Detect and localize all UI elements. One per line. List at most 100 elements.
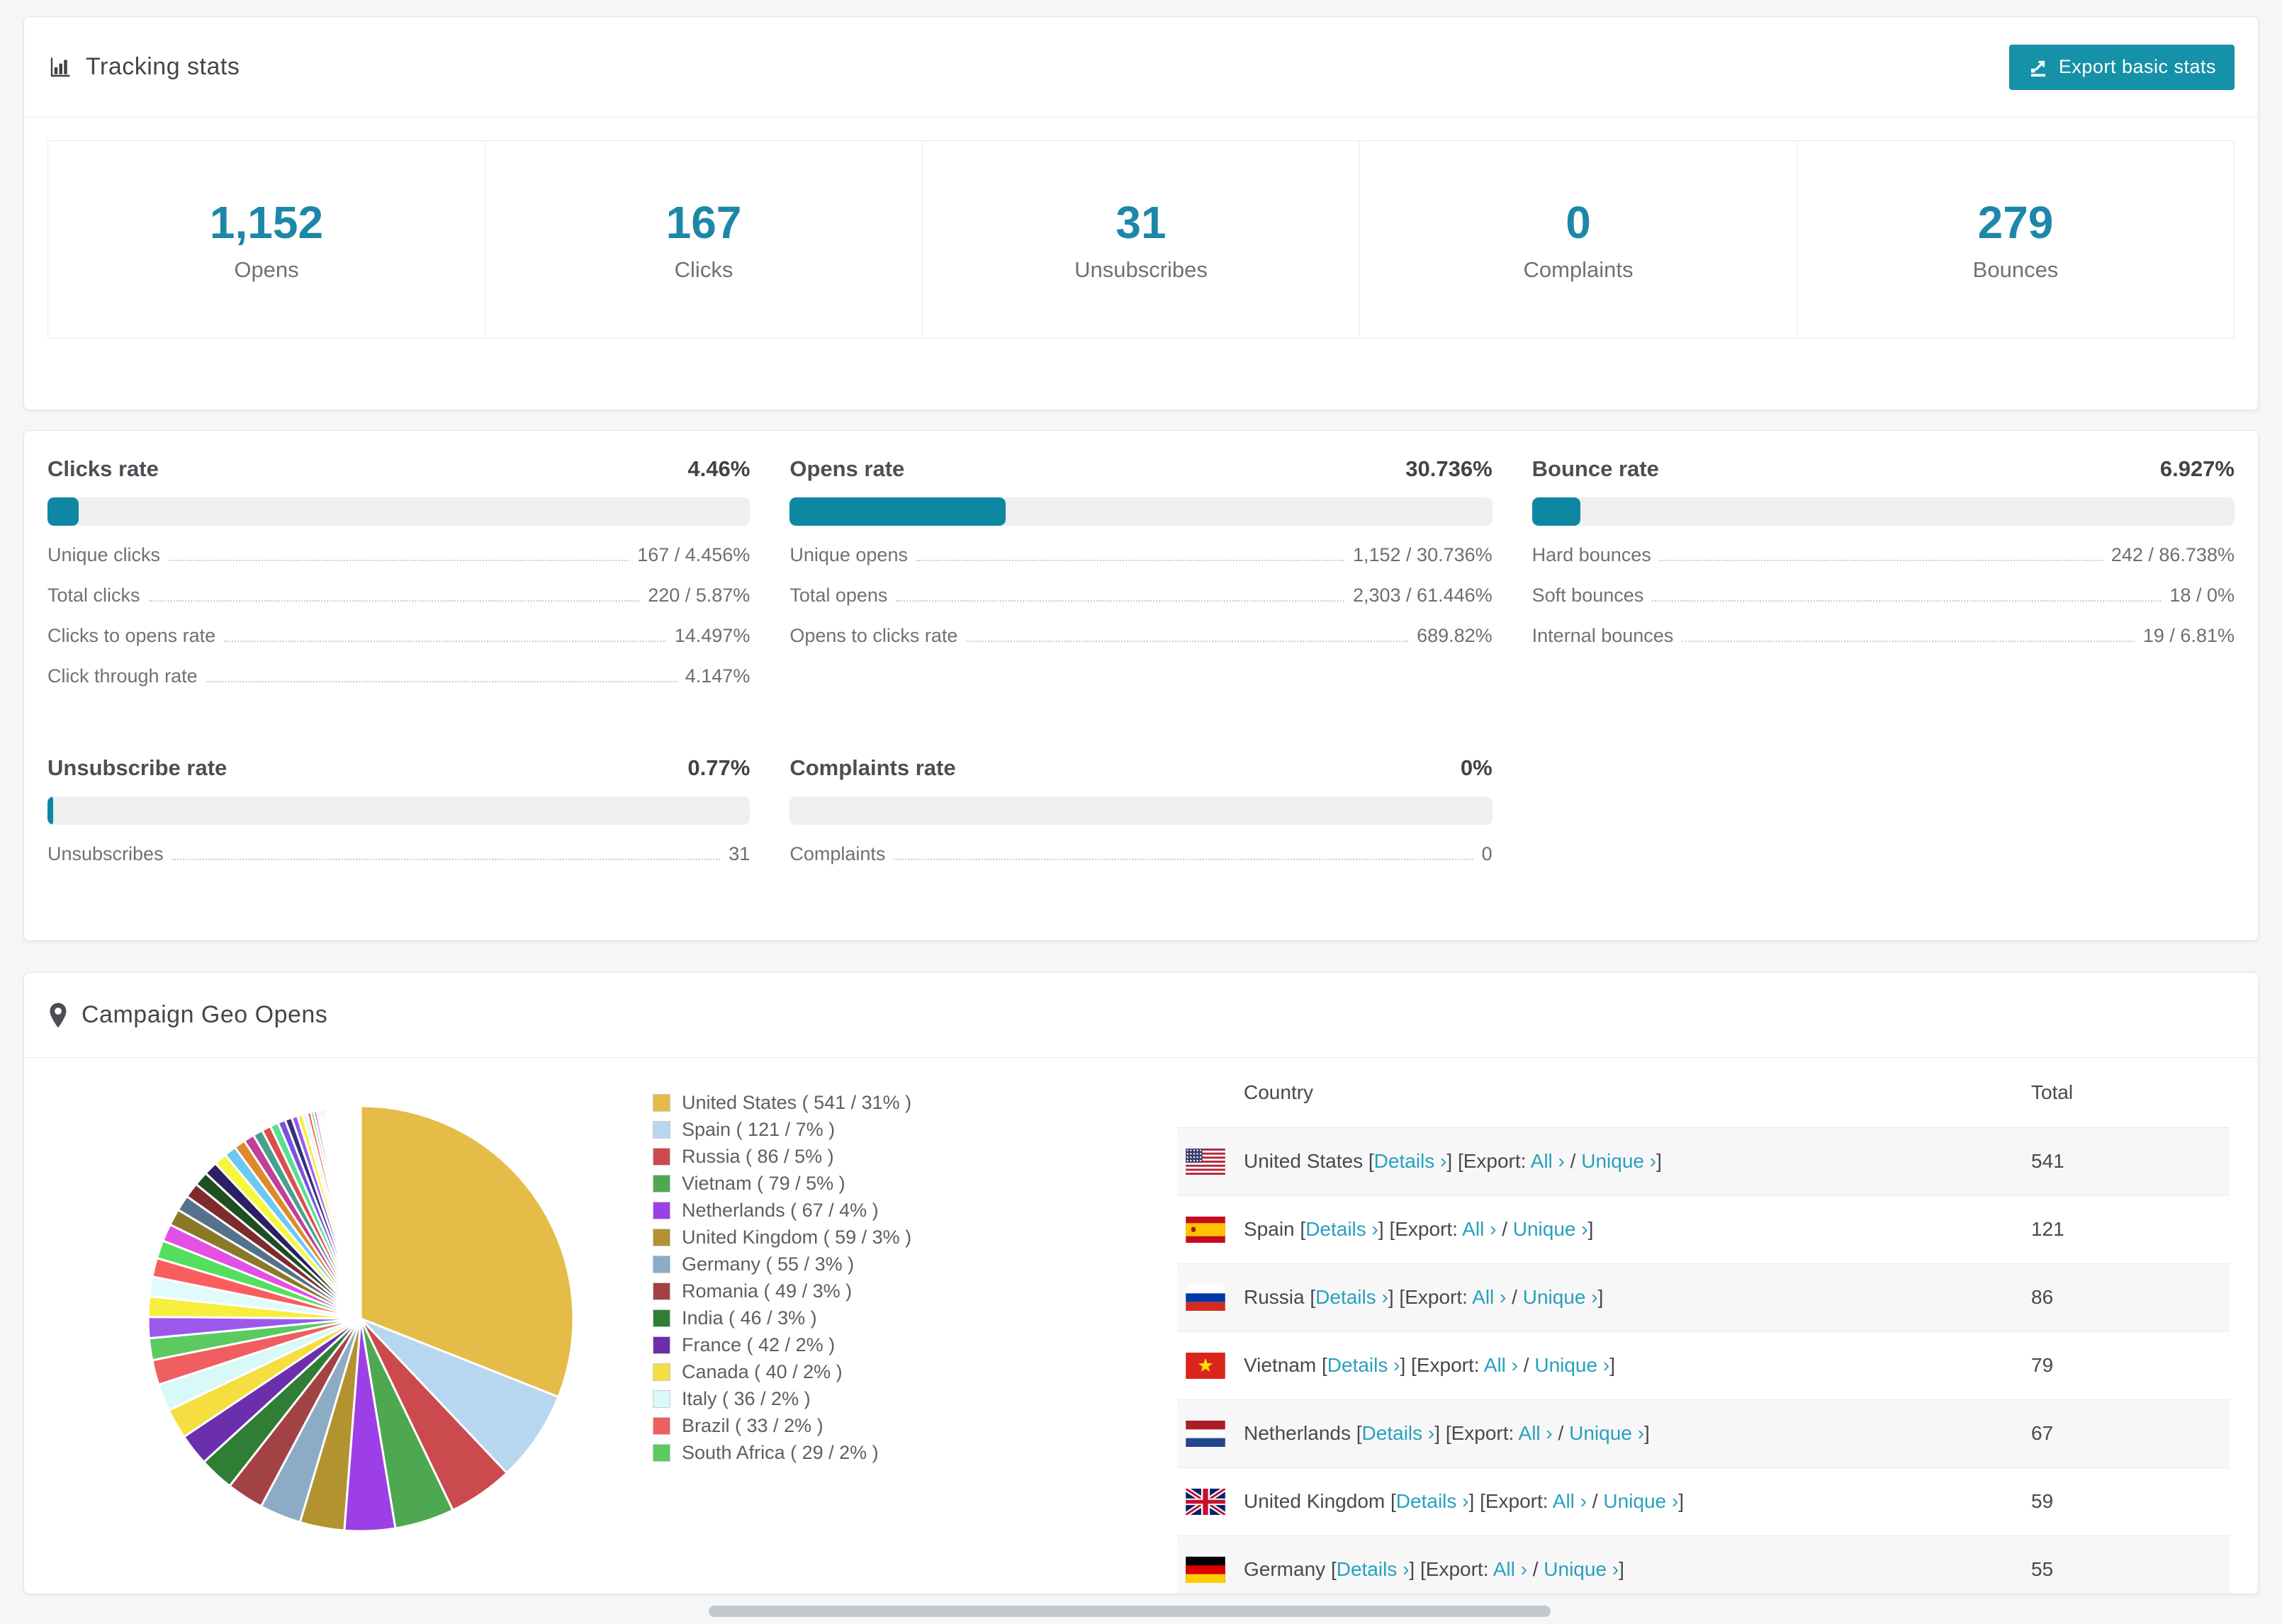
export-unique-link[interactable]: Unique › bbox=[1581, 1150, 1657, 1172]
details-link[interactable]: Details › bbox=[1395, 1490, 1469, 1512]
export-unique-link[interactable]: Unique › bbox=[1603, 1490, 1679, 1512]
rate-section: Bounce rate 6.927% Hard bounces 242 / 86… bbox=[1531, 456, 2235, 706]
stat-label: Bounces bbox=[1972, 257, 2059, 282]
rate-row-label: Total clicks bbox=[47, 585, 140, 606]
export-unique-link[interactable]: Unique › bbox=[1569, 1422, 1644, 1444]
rate-title: Clicks rate bbox=[47, 456, 159, 481]
total-column-header: Total bbox=[2031, 1058, 2230, 1128]
stat-box: 279 Bounces bbox=[1797, 140, 2235, 339]
rate-title: Unsubscribe rate bbox=[47, 755, 227, 780]
legend-item: Romania ( 49 / 3% ) bbox=[653, 1278, 911, 1304]
export-all-link[interactable]: All › bbox=[1493, 1558, 1527, 1581]
dotted-leader bbox=[169, 560, 629, 561]
pie-slice[interactable] bbox=[359, 1317, 560, 1474]
table-row: United Kingdom [Details ›] [Export: All … bbox=[1177, 1467, 2230, 1535]
rate-detail-row: Total opens 2,303 / 61.446% bbox=[789, 585, 1492, 625]
rate-progress-fill bbox=[789, 497, 1006, 526]
details-link[interactable]: Details › bbox=[1315, 1286, 1388, 1308]
export-all-link[interactable]: All › bbox=[1552, 1490, 1587, 1512]
rate-row-label: Click through rate bbox=[47, 665, 198, 687]
rate-detail-row: Unsubscribes 31 bbox=[47, 843, 750, 884]
dotted-leader bbox=[896, 600, 1344, 602]
stat-value: 167 bbox=[665, 197, 742, 248]
country-name: United States bbox=[1244, 1150, 1364, 1172]
rate-row-value: 0 bbox=[1481, 843, 1493, 864]
rate-detail-row: Clicks to opens rate 14.497% bbox=[47, 625, 750, 665]
legend-swatch bbox=[653, 1282, 670, 1300]
rate-section: Clicks rate 4.46% Unique clicks 167 / 4.… bbox=[47, 456, 751, 706]
country-name: Spain bbox=[1244, 1218, 1295, 1240]
export-all-link[interactable]: All › bbox=[1518, 1422, 1553, 1444]
legend-swatch bbox=[653, 1174, 670, 1192]
rate-progress-bar bbox=[789, 796, 1493, 825]
rate-detail-row: Unique clicks 167 / 4.456% bbox=[47, 544, 750, 585]
details-link[interactable]: Details › bbox=[1361, 1422, 1435, 1444]
legend-swatch bbox=[653, 1120, 670, 1139]
dotted-leader bbox=[206, 681, 677, 682]
details-link[interactable]: Details › bbox=[1373, 1150, 1447, 1172]
rate-row-label: Clicks to opens rate bbox=[47, 625, 216, 646]
export-basic-stats-button[interactable]: Export basic stats bbox=[2008, 44, 2235, 90]
rate-row-label: Hard bounces bbox=[1531, 544, 1651, 565]
rate-row-value: 220 / 5.87% bbox=[648, 585, 751, 606]
rate-value: 0% bbox=[1460, 755, 1493, 780]
legend-item: France ( 42 / 2% ) bbox=[653, 1331, 911, 1358]
details-link[interactable]: Details › bbox=[1305, 1218, 1378, 1240]
table-row: United States [Details ›] [Export: All ›… bbox=[1177, 1127, 2230, 1195]
export-unique-link[interactable]: Unique › bbox=[1534, 1354, 1610, 1376]
table-row: Russia [Details ›] [Export: All › / Uniq… bbox=[1177, 1263, 2230, 1331]
legend-swatch bbox=[653, 1147, 670, 1166]
rate-row-value: 18 / 0% bbox=[2169, 585, 2235, 606]
export-button-label: Export basic stats bbox=[2058, 56, 2216, 77]
export-all-link[interactable]: All › bbox=[1483, 1354, 1518, 1376]
horizontal-scrollbar-thumb[interactable] bbox=[709, 1606, 1551, 1617]
legend-item: Vietnam ( 79 / 5% ) bbox=[653, 1170, 911, 1197]
country-flag bbox=[1186, 1556, 1225, 1583]
country-name: Vietnam bbox=[1244, 1354, 1317, 1376]
stat-value: 279 bbox=[1977, 197, 2054, 248]
details-link[interactable]: Details › bbox=[1336, 1558, 1410, 1581]
legend-item: Russia ( 86 / 5% ) bbox=[653, 1143, 911, 1170]
export-all-link[interactable]: All › bbox=[1462, 1218, 1497, 1240]
export-all-link[interactable]: All › bbox=[1472, 1286, 1507, 1308]
legend-label: Netherlands ( 67 / 4% ) bbox=[682, 1199, 879, 1221]
legend-label: Canada ( 40 / 2% ) bbox=[682, 1360, 843, 1382]
details-link[interactable]: Details › bbox=[1327, 1354, 1400, 1376]
dotted-leader bbox=[966, 641, 1409, 642]
rate-row-value: 1,152 / 30.736% bbox=[1352, 544, 1493, 565]
dotted-leader bbox=[172, 859, 721, 860]
rate-row-label: Unique opens bbox=[789, 544, 908, 565]
pie-slice[interactable] bbox=[359, 1105, 575, 1398]
rate-progress-bar bbox=[47, 497, 751, 526]
export-unique-link[interactable]: Unique › bbox=[1522, 1286, 1598, 1308]
rate-row-value: 31 bbox=[729, 843, 751, 864]
dotted-leader bbox=[1682, 641, 2135, 642]
rate-progress-fill bbox=[47, 497, 79, 526]
legend-label: Italy ( 36 / 2% ) bbox=[682, 1387, 811, 1409]
stat-box: 31 Unsubscribes bbox=[922, 140, 1360, 339]
legend-swatch bbox=[653, 1228, 670, 1246]
geo-opens-card: Campaign Geo Opens United States ( 541 /… bbox=[23, 972, 2259, 1594]
dotted-leader bbox=[894, 859, 1473, 860]
table-header-row: Country Total bbox=[1177, 1058, 2230, 1128]
legend-label: United States ( 541 / 31% ) bbox=[682, 1091, 912, 1113]
stat-label: Clicks bbox=[674, 257, 734, 282]
stat-value: 31 bbox=[1115, 197, 1167, 248]
legend-label: Romania ( 49 / 3% ) bbox=[682, 1280, 853, 1302]
export-unique-link[interactable]: Unique › bbox=[1512, 1218, 1588, 1240]
legend-item: South Africa ( 29 / 2% ) bbox=[653, 1439, 911, 1466]
rate-row-label: Unsubscribes bbox=[47, 843, 164, 864]
export-all-link[interactable]: All › bbox=[1530, 1150, 1565, 1172]
rate-detail-row: Hard bounces 242 / 86.738% bbox=[1532, 544, 2235, 585]
country-flag bbox=[1186, 1148, 1225, 1175]
country-flag bbox=[1186, 1488, 1225, 1515]
stat-box: 0 Complaints bbox=[1359, 140, 1797, 339]
legend-item: Spain ( 121 / 7% ) bbox=[653, 1116, 911, 1143]
geo-opens-pie-chart bbox=[147, 1105, 575, 1533]
rate-progress-bar bbox=[1531, 497, 2235, 526]
pie-slice[interactable] bbox=[359, 1105, 362, 1320]
geo-opens-header: Campaign Geo Opens bbox=[24, 973, 2258, 1058]
location-pin-icon bbox=[47, 1002, 69, 1029]
export-unique-link[interactable]: Unique › bbox=[1544, 1558, 1619, 1581]
legend-swatch bbox=[653, 1389, 670, 1408]
